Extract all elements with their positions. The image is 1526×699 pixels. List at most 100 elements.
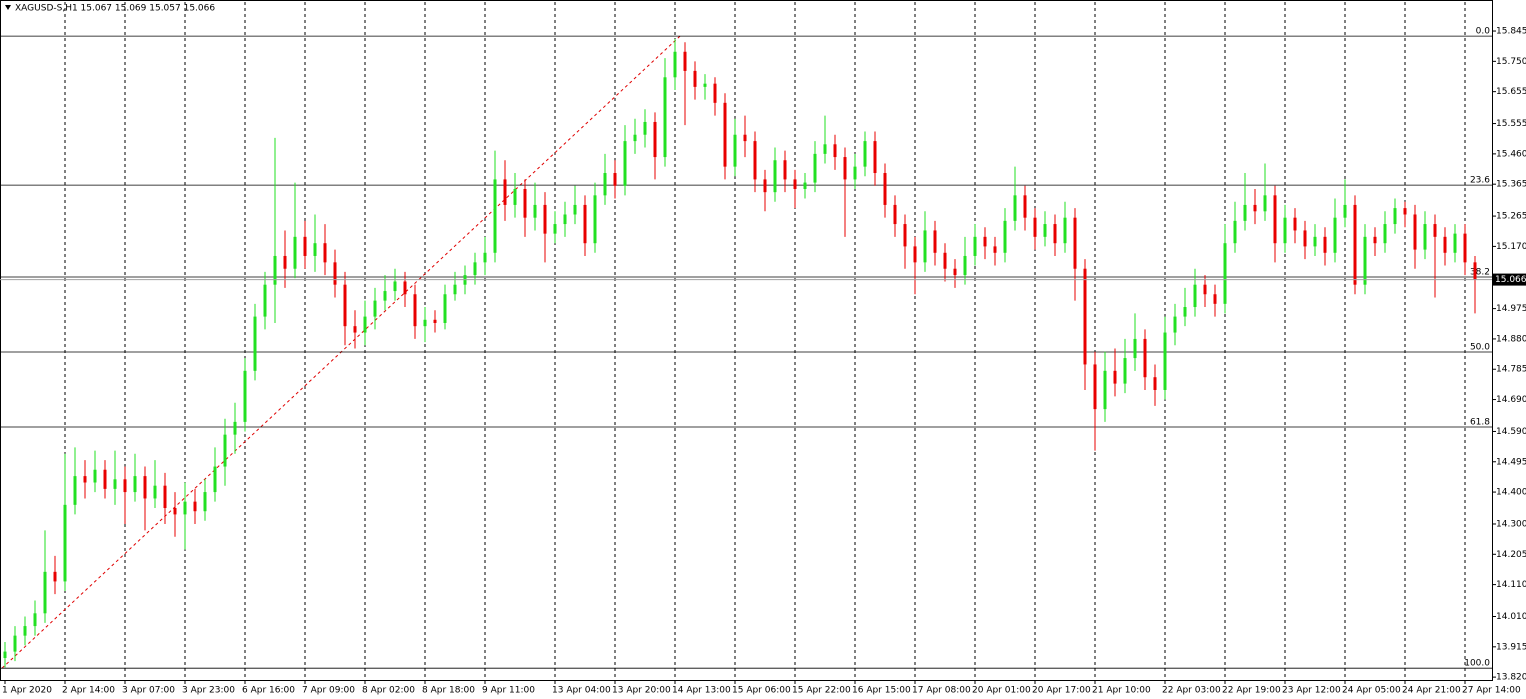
candle-body — [1083, 268, 1087, 365]
candle-body — [113, 479, 117, 489]
candle-body — [243, 370, 247, 422]
candle-body — [1243, 204, 1247, 221]
x-tick-label: 3 Apr 07:00 — [122, 686, 175, 696]
candle-body — [1273, 195, 1277, 244]
candle-body — [313, 243, 317, 256]
candle-body — [33, 613, 37, 627]
candle-body — [903, 224, 907, 247]
candle-body — [983, 236, 987, 247]
candle-body — [413, 294, 417, 327]
candle-body — [263, 284, 267, 317]
candle-body — [323, 243, 327, 263]
candle-body — [653, 121, 657, 158]
y-tick-label: 15.750 — [1496, 57, 1526, 67]
candle-body — [373, 300, 377, 317]
candle-body — [973, 236, 977, 256]
candle-body — [783, 160, 787, 180]
candle-body — [1323, 236, 1327, 253]
candle-body — [673, 51, 677, 78]
x-tick-label: 24 Apr 05:00 — [1342, 686, 1401, 696]
candle-body — [803, 182, 807, 189]
candle-body — [173, 508, 177, 515]
candle-body — [353, 326, 357, 333]
candle-body — [1283, 217, 1287, 244]
y-tick-label: 14.785 — [1496, 365, 1526, 375]
candle-body — [1463, 233, 1467, 263]
candle-body — [583, 204, 587, 244]
candle-body — [703, 83, 707, 87]
x-tick-label: 22 Apr 03:00 — [1162, 686, 1221, 696]
candle-body — [943, 252, 947, 269]
fibo-label: 61.8 — [1470, 417, 1490, 427]
candle-body — [1443, 236, 1447, 253]
candle-body — [663, 77, 667, 158]
fibo-label: 23.6 — [1470, 176, 1490, 186]
y-tick-label: 14.975 — [1496, 304, 1526, 314]
fibo-label: 50.0 — [1470, 343, 1490, 353]
candle-body — [1353, 204, 1357, 285]
candle-body — [1033, 217, 1037, 237]
x-tick-label: 15 Apr 06:00 — [732, 686, 791, 696]
candle-body — [1453, 233, 1457, 253]
candle-body — [283, 255, 287, 269]
candle-body — [963, 255, 967, 276]
candle-body — [273, 255, 277, 285]
candle-body — [163, 485, 167, 509]
candle-body — [493, 179, 497, 253]
candle-body — [1303, 230, 1307, 247]
current-price-box — [1492, 273, 1526, 286]
candle-body — [153, 485, 157, 499]
candle-body — [293, 236, 297, 269]
x-tick-label: 17 Apr 08:00 — [912, 686, 971, 696]
candle-body — [953, 268, 957, 276]
candle-body — [853, 166, 857, 180]
x-tick-label: 8 Apr 18:00 — [422, 686, 475, 696]
fibo-label: 0.0 — [1476, 27, 1491, 37]
candle-body — [523, 188, 527, 218]
candle-body — [513, 188, 517, 205]
candle-body — [343, 284, 347, 327]
candle-body — [1473, 262, 1477, 280]
candle-body — [73, 476, 77, 505]
candle-body — [253, 316, 257, 371]
candle-body — [1293, 217, 1297, 231]
candle-body — [1103, 370, 1107, 410]
candle-body — [503, 179, 507, 205]
y-tick-label: 14.495 — [1496, 457, 1526, 467]
y-tick-label: 14.010 — [1496, 612, 1526, 622]
candle-body — [1023, 195, 1027, 218]
candle-body — [403, 281, 407, 295]
candle-body — [613, 173, 617, 186]
candle-body — [1403, 208, 1407, 215]
candle-body — [883, 173, 887, 205]
candle-body — [1143, 338, 1147, 378]
candle-body — [1113, 370, 1117, 384]
candle-body — [333, 262, 337, 285]
y-tick-label: 14.300 — [1496, 519, 1526, 529]
y-tick-label: 15.655 — [1496, 87, 1526, 97]
candle-body — [1413, 214, 1417, 250]
candle-body — [1173, 316, 1177, 333]
y-tick-label: 14.205 — [1496, 550, 1526, 560]
plot-area — [0, 0, 1493, 681]
candle-body — [1123, 358, 1127, 384]
candle-body — [1073, 217, 1077, 269]
candle-body — [83, 476, 87, 483]
current-price-label: 15.066 — [1495, 275, 1526, 285]
candle-body — [1183, 307, 1187, 317]
candle-body — [913, 246, 917, 263]
menu-icon[interactable] — [5, 5, 11, 10]
candle-body — [213, 466, 217, 493]
candle-body — [693, 70, 697, 87]
candle-body — [1193, 284, 1197, 308]
candle-body — [233, 421, 237, 435]
candle-body — [1383, 224, 1387, 244]
candle-body — [713, 83, 717, 103]
candle-body — [43, 571, 47, 614]
candle-body — [1093, 364, 1097, 410]
candle-body — [893, 204, 897, 225]
fibo-label: 38.2 — [1470, 268, 1490, 278]
x-tick-label: 20 Apr 17:00 — [1032, 686, 1091, 696]
candle-body — [593, 195, 597, 244]
